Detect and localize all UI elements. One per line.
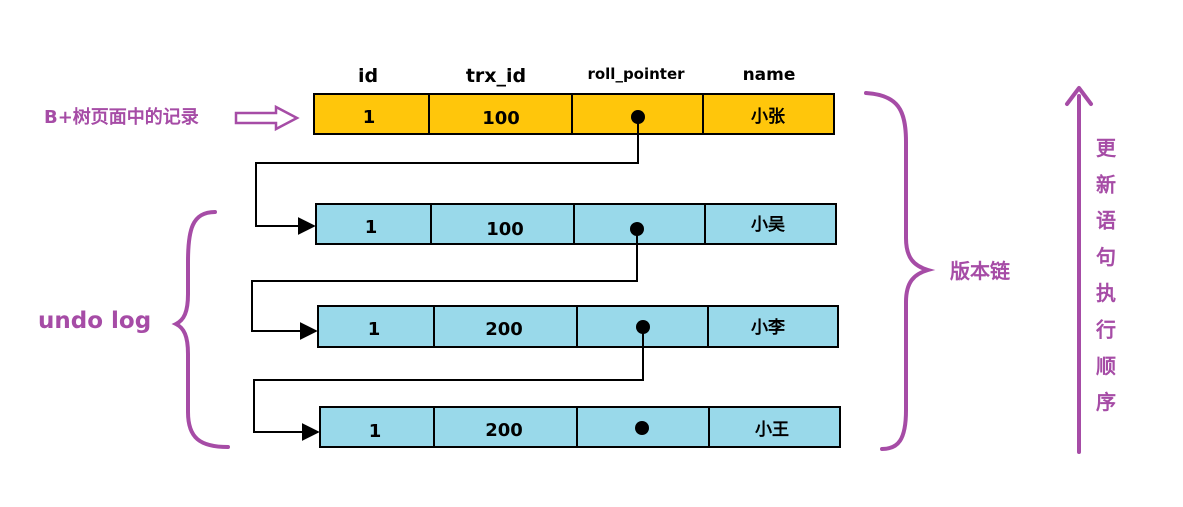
cell-id: 1 bbox=[369, 421, 382, 442]
cell-trx-id: 200 bbox=[485, 420, 523, 441]
update-order-char: 更 bbox=[1096, 136, 1117, 160]
column-headers: id trx_id roll_pointer name bbox=[358, 65, 795, 87]
up-arrow-icon bbox=[1065, 86, 1093, 106]
hollow-arrow-icon bbox=[234, 104, 300, 132]
cell-id: 1 bbox=[365, 217, 378, 238]
cell-name: 小张 bbox=[751, 107, 786, 127]
update-order-arrow bbox=[1065, 86, 1093, 454]
update-order-char: 行 bbox=[1095, 318, 1116, 342]
cell-name: 小王 bbox=[755, 420, 789, 440]
update-order-label: 更新语句执行顺序 bbox=[1095, 136, 1117, 414]
undo-log-brace bbox=[171, 210, 230, 449]
header-trx-id: trx_id bbox=[466, 65, 526, 87]
cell-id: 1 bbox=[363, 107, 376, 128]
cell-trx-id: 100 bbox=[482, 108, 520, 129]
cell-name: 小吴 bbox=[751, 215, 785, 235]
roll-pointer-dot bbox=[635, 421, 649, 435]
record-box bbox=[315, 203, 837, 245]
pointer-arrow-1 bbox=[255, 117, 639, 235]
record-row-2: 1 200 小李 bbox=[317, 305, 839, 348]
header-id: id bbox=[358, 65, 378, 87]
record-box bbox=[319, 406, 841, 448]
update-order-char: 句 bbox=[1096, 245, 1116, 269]
header-name: name bbox=[743, 65, 796, 85]
undo-log-label: undo log bbox=[38, 308, 151, 334]
roll-pointer-connectors bbox=[251, 117, 644, 441]
record-row-0: 1 100 小张 bbox=[313, 93, 835, 135]
header-roll-pointer: roll_pointer bbox=[587, 65, 685, 83]
update-order-char: 执 bbox=[1096, 281, 1116, 305]
cell-id: 1 bbox=[368, 319, 381, 340]
version-chain-label: 版本链 bbox=[950, 259, 1011, 283]
update-order-char: 序 bbox=[1096, 390, 1116, 414]
version-chain-brace bbox=[864, 91, 936, 451]
bplus-record-label: B+树页面中的记录 bbox=[44, 106, 199, 128]
pointer-arrow-2 bbox=[251, 229, 638, 340]
cell-name: 小李 bbox=[751, 317, 785, 338]
cell-trx-id: 100 bbox=[486, 219, 524, 240]
cell-trx-id: 200 bbox=[485, 319, 523, 340]
record-box bbox=[313, 93, 835, 135]
bplus-record-label-group: B+树页面中的记录 bbox=[44, 104, 300, 132]
record-row-3: 1 200 小王 bbox=[319, 406, 841, 448]
update-order-char: 新 bbox=[1096, 172, 1116, 196]
record-row-1: 1 100 小吴 bbox=[315, 203, 837, 245]
update-order-char: 语 bbox=[1096, 209, 1116, 233]
pointer-arrow-3 bbox=[253, 327, 644, 441]
update-order-char: 顺 bbox=[1096, 354, 1116, 378]
